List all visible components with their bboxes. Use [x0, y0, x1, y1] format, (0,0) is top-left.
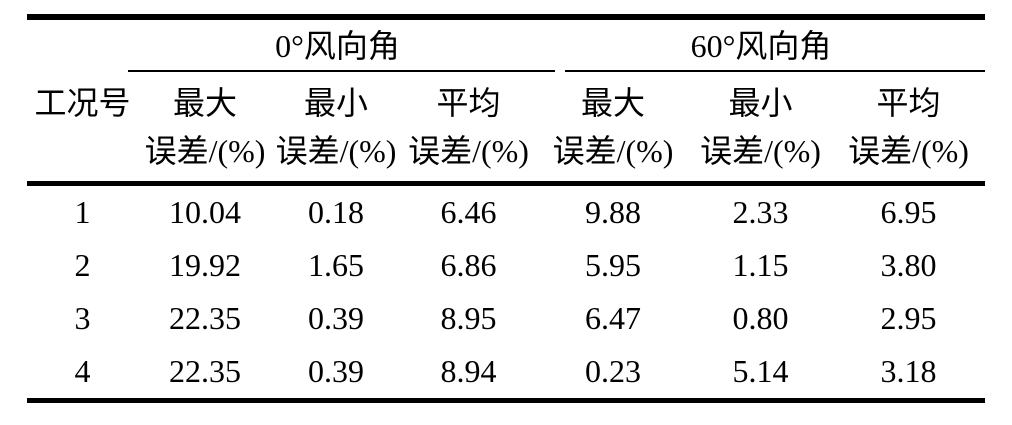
cell-value: 22.35 — [169, 300, 241, 336]
cell-value: 5.95 — [585, 247, 642, 283]
sub-header-row: 工况号 最大 误差/(%) 最小 误差/(%) 平均 误差/(%) 最大 误差/… — [27, 72, 986, 186]
cell-value: 8.95 — [440, 300, 497, 336]
cell-value: 1.65 — [308, 247, 364, 283]
cell-value: 8.94 — [440, 353, 497, 389]
col-header-60deg-avg: 平均 误差/(%) — [832, 72, 986, 186]
group-header-row: 0°风向角 60°风向角 — [27, 17, 986, 72]
condition-id: 4 — [74, 353, 91, 389]
group-label-0deg: 0°风向角 — [275, 28, 400, 64]
condition-id: 3 — [74, 300, 91, 336]
cell-value: 1.15 — [732, 247, 789, 283]
header-line2: 误差/(%) — [700, 133, 821, 169]
cell-value: 0.18 — [308, 194, 364, 230]
col-header-60deg-max: 最大 误差/(%) — [537, 72, 690, 186]
header-line2: 误差/(%) — [848, 133, 969, 169]
table-row: 4 22.35 0.39 8.94 0.23 5.14 3.18 — [27, 345, 985, 401]
table-row: 3 22.35 0.39 8.95 6.47 0.80 2.95 — [27, 292, 985, 345]
table-row: 2 19.92 1.65 6.86 5.95 1.15 3.80 — [27, 239, 985, 292]
corner-cell — [27, 17, 138, 72]
header-line2: 误差/(%) — [275, 133, 397, 169]
header-line1: 最小 — [303, 85, 368, 121]
cell-value: 0.39 — [308, 300, 364, 336]
cell-value: 22.35 — [169, 353, 241, 389]
cell-value: 6.46 — [440, 194, 497, 230]
cell-value: 9.88 — [585, 194, 642, 230]
table-header: 0°风向角 60°风向角 工况号 最大 误差/(%) 最小 误差/(%) — [27, 17, 986, 186]
group-header-0deg: 0°风向角 — [127, 17, 556, 72]
table-row: 1 10.04 0.18 6.46 9.88 2.33 6.95 — [27, 184, 985, 240]
cell-value: 6.47 — [585, 300, 642, 336]
condition-id: 1 — [74, 194, 91, 230]
cell-value: 5.14 — [732, 353, 789, 389]
col-header-0deg-min: 最小 误差/(%) — [272, 72, 400, 186]
header-line2: 误差/(%) — [552, 133, 674, 169]
cell-value: 10.04 — [169, 194, 241, 230]
header-line1: 平均 — [436, 85, 501, 121]
header-line1: 最大 — [172, 85, 237, 121]
col-header-0deg-max: 最大 误差/(%) — [138, 72, 272, 186]
header-line2: 误差/(%) — [408, 133, 529, 169]
table-body: 1 10.04 0.18 6.46 9.88 2.33 6.95 2 19.92… — [27, 184, 985, 401]
cell-value: 3.18 — [880, 353, 937, 389]
cell-value: 0.39 — [308, 353, 364, 389]
group-header-60deg: 60°风向角 — [537, 17, 986, 72]
cell-value: 2.33 — [732, 194, 789, 230]
cell-value: 0.80 — [732, 300, 789, 336]
header-line1: 最大 — [581, 85, 646, 121]
cell-value: 19.92 — [169, 247, 241, 283]
col-header-60deg-min: 最小 误差/(%) — [689, 72, 833, 186]
cell-value: 6.86 — [440, 247, 497, 283]
cell-value: 3.80 — [880, 247, 937, 283]
wind-angle-error-table: 0°风向角 60°风向角 工况号 最大 误差/(%) 最小 误差/(%) — [27, 14, 986, 403]
condition-id: 2 — [74, 247, 91, 283]
group-label-60deg: 60°风向角 — [690, 28, 832, 64]
col-header-condition: 工况号 — [27, 72, 138, 186]
header-line2: 误差/(%) — [144, 133, 266, 169]
header-line1: 平均 — [876, 85, 941, 121]
cell-value: 0.23 — [585, 353, 642, 389]
condition-header-label: 工况号 — [34, 85, 131, 121]
cell-value: 6.95 — [880, 194, 937, 230]
col-header-0deg-avg: 平均 误差/(%) — [400, 72, 538, 186]
header-line1: 最小 — [728, 85, 793, 121]
cell-value: 2.95 — [880, 300, 937, 336]
